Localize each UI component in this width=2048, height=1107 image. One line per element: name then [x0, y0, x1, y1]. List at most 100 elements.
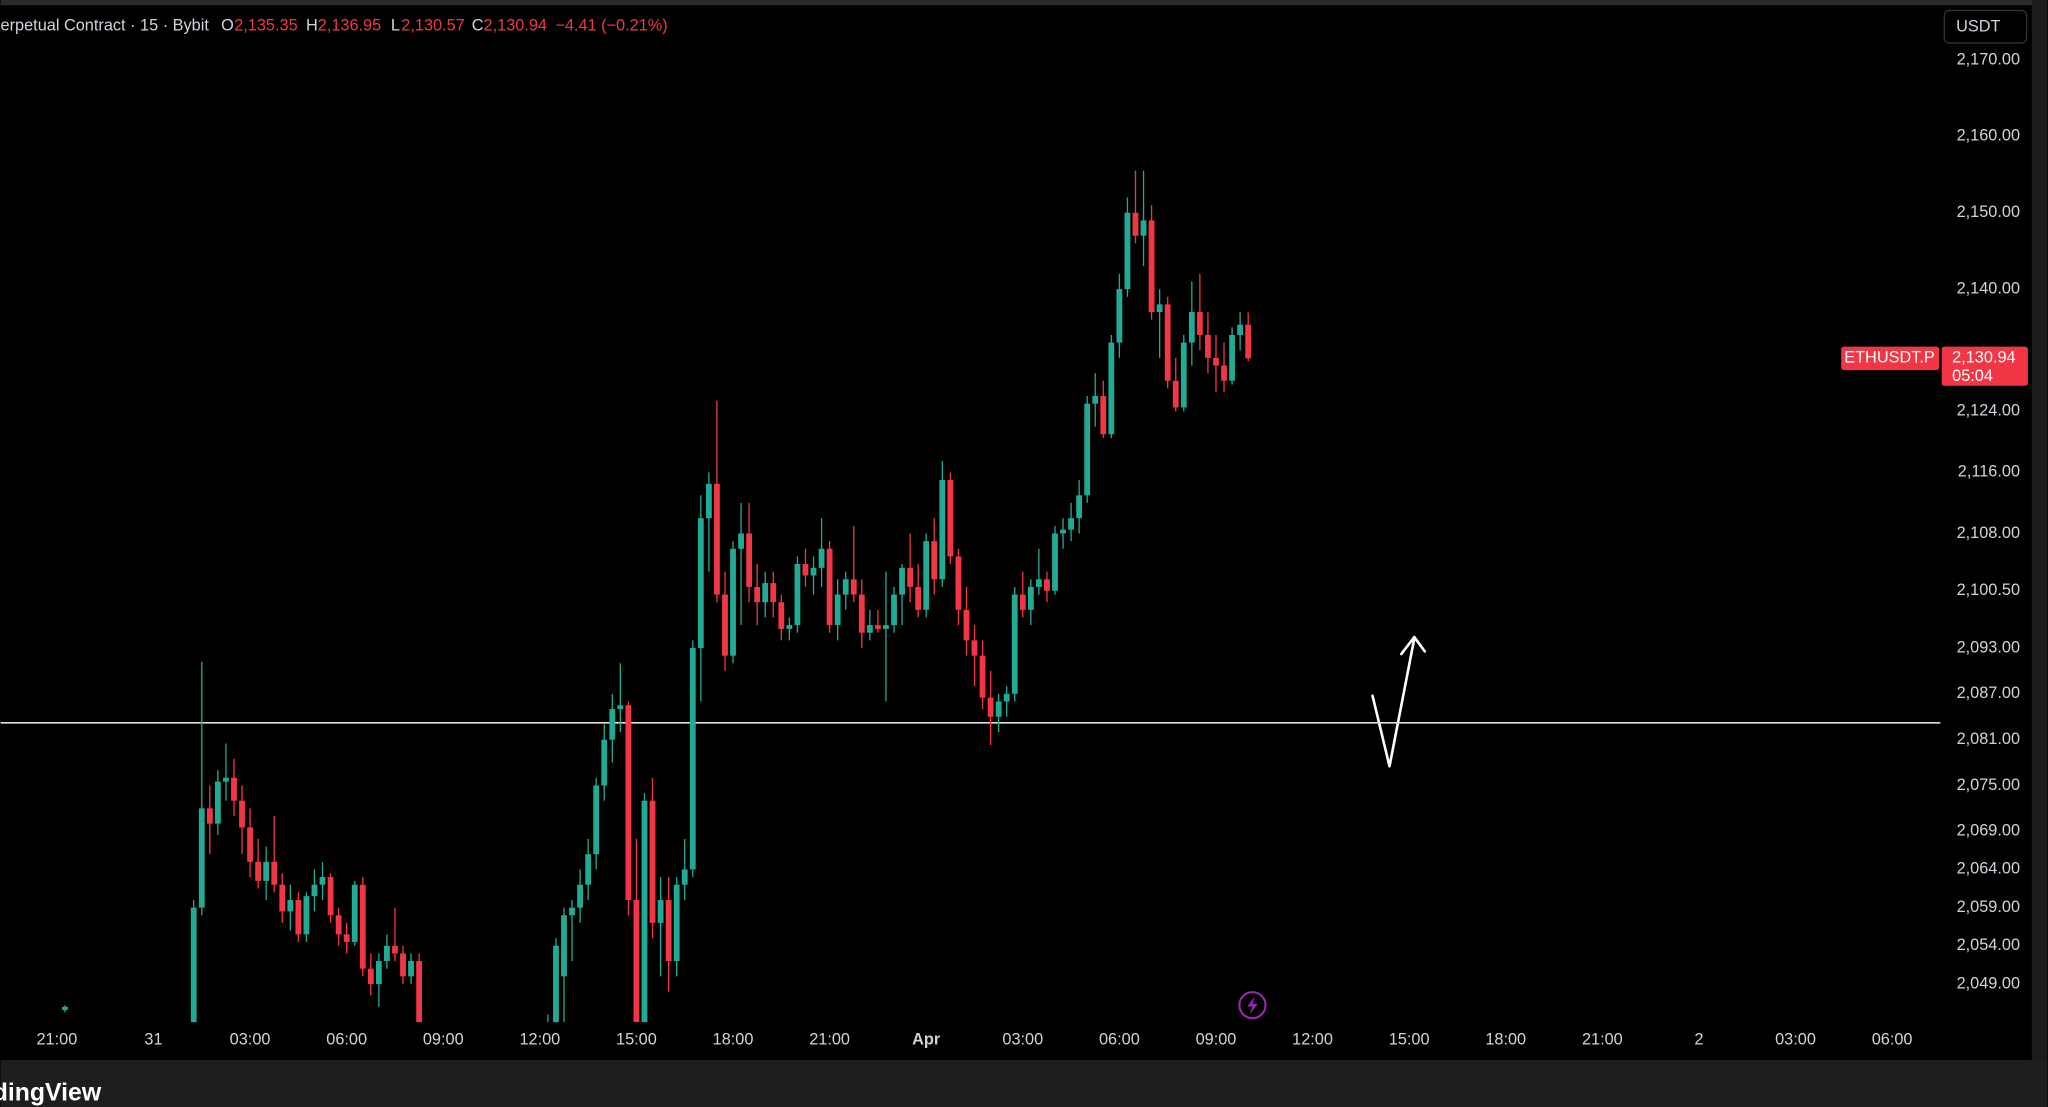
- candle-body: [794, 564, 801, 626]
- y-tick-label: 2,059.00: [1957, 898, 2020, 916]
- candle-body: [1172, 380, 1179, 408]
- y-tick-label: 2,075.00: [1957, 776, 2020, 794]
- candle-body: [907, 567, 914, 587]
- candle-body: [416, 961, 423, 1023]
- footer-bar: [0, 1060, 2048, 1107]
- candle-body: [1213, 357, 1219, 366]
- candle-body: [311, 884, 318, 897]
- y-tick-label: 2,170.00: [1957, 50, 2020, 68]
- arrow-line[interactable]: [1371, 637, 1416, 768]
- x-tick-label: 15:00: [616, 1031, 657, 1049]
- currency-label[interactable]: USDT: [1956, 18, 2000, 36]
- x-tick-label: 12:00: [1292, 1031, 1333, 1049]
- candle-body: [649, 800, 656, 923]
- symbol-tag: [1841, 346, 1940, 371]
- candle-body: [561, 915, 567, 977]
- candle-body: [681, 869, 688, 885]
- candle-body: [1180, 342, 1187, 408]
- close-label: C: [472, 16, 484, 34]
- plot-area: [0, 170, 1941, 1023]
- currency-button[interactable]: USDT: [1943, 9, 2028, 44]
- candle-body: [577, 884, 583, 908]
- candle-body: [343, 934, 350, 942]
- candle-body: [762, 583, 769, 603]
- candle-body: [641, 800, 648, 1023]
- price-tag: [1941, 346, 2028, 386]
- y-tick-label: 2,124.00: [1957, 402, 2020, 420]
- candle-body: [1076, 495, 1083, 519]
- candle-body: [754, 586, 761, 603]
- x-tick-label: 12:00: [519, 1031, 560, 1049]
- candle-body: [1044, 579, 1050, 591]
- candle-body: [231, 777, 237, 801]
- currency-button-box[interactable]: [1943, 9, 2028, 44]
- candle-body: [1188, 312, 1195, 343]
- candle-body: [408, 961, 414, 977]
- candle-body: [939, 480, 946, 580]
- candle-body: [255, 861, 262, 881]
- arrow-head[interactable]: [1399, 635, 1427, 656]
- drawing-arrow[interactable]: [1371, 635, 1427, 768]
- candle-body: [190, 907, 197, 1023]
- candle-body: [1245, 324, 1252, 359]
- candle-body: [697, 518, 704, 649]
- candle-body: [375, 961, 382, 984]
- candle-body: [263, 861, 270, 881]
- y-tick-label: 2,064.00: [1957, 860, 2020, 878]
- candle-body: [1164, 304, 1171, 381]
- candle-body: [279, 884, 286, 912]
- candle-body: [955, 556, 962, 610]
- candle-body: [593, 785, 600, 855]
- y-tick-label: 2,049.00: [1957, 974, 2020, 992]
- alert-bolt[interactable]: [1247, 996, 1258, 1015]
- candle-body: [842, 579, 849, 595]
- x-tick-label: 18:00: [1485, 1031, 1526, 1049]
- candle-body: [834, 594, 841, 626]
- candle-body: [883, 625, 889, 629]
- candle-body: [730, 548, 736, 656]
- open-label: O: [221, 16, 234, 34]
- x-tick-label: 03:00: [1775, 1031, 1816, 1049]
- candle-body: [915, 586, 922, 610]
- candle-body: [987, 697, 994, 717]
- close-value: 2,130.94: [484, 16, 547, 34]
- alert-circle[interactable]: [1238, 991, 1267, 1020]
- candle-body: [1027, 586, 1034, 610]
- candle-body: [1035, 579, 1042, 587]
- candle-body: [1092, 396, 1099, 404]
- y-tick-label: 2,116.00: [1958, 463, 2020, 481]
- candle-body: [1060, 529, 1066, 534]
- x-tick-label: 06:00: [1099, 1031, 1140, 1049]
- candle-body: [335, 915, 342, 935]
- candle-body: [746, 533, 753, 587]
- legend-header: erpetual Contract · 15 · Bybit O 2,135.3…: [1, 16, 668, 34]
- candle-body: [738, 533, 744, 549]
- y-tick-label: 2,160.00: [1957, 127, 2020, 145]
- candle-body: [1196, 312, 1203, 335]
- x-tick-label: 21:00: [809, 1031, 850, 1049]
- y-tick-label: 2,108.00: [1957, 524, 2020, 542]
- candle-body: [625, 705, 632, 900]
- candle-body: [665, 899, 672, 962]
- y-tick-label: 2,081.00: [1957, 730, 2020, 748]
- price-tag-label: 2,130.94: [1952, 349, 2015, 367]
- candle-body: [585, 854, 592, 885]
- candle-body: [899, 567, 905, 595]
- candle-body: [206, 808, 213, 824]
- open-value: 2,135.35: [234, 16, 297, 34]
- candle-body: [1148, 220, 1155, 313]
- alert-icon[interactable]: [1238, 991, 1267, 1020]
- candle-body: [214, 781, 221, 824]
- x-tick-label: Apr: [912, 1031, 941, 1049]
- candle-body: [239, 800, 245, 828]
- candle-body: [287, 899, 294, 912]
- candle-body: [303, 896, 310, 935]
- x-tick-label: 2: [1694, 1031, 1703, 1049]
- y-tick-label: 2,087.00: [1957, 684, 2020, 702]
- candle-body: [971, 640, 978, 656]
- candle-body: [995, 701, 1002, 717]
- y-tick-label: 2,054.00: [1957, 936, 2020, 954]
- candle-body: [810, 567, 817, 576]
- x-tick-label: 09:00: [1196, 1031, 1237, 1049]
